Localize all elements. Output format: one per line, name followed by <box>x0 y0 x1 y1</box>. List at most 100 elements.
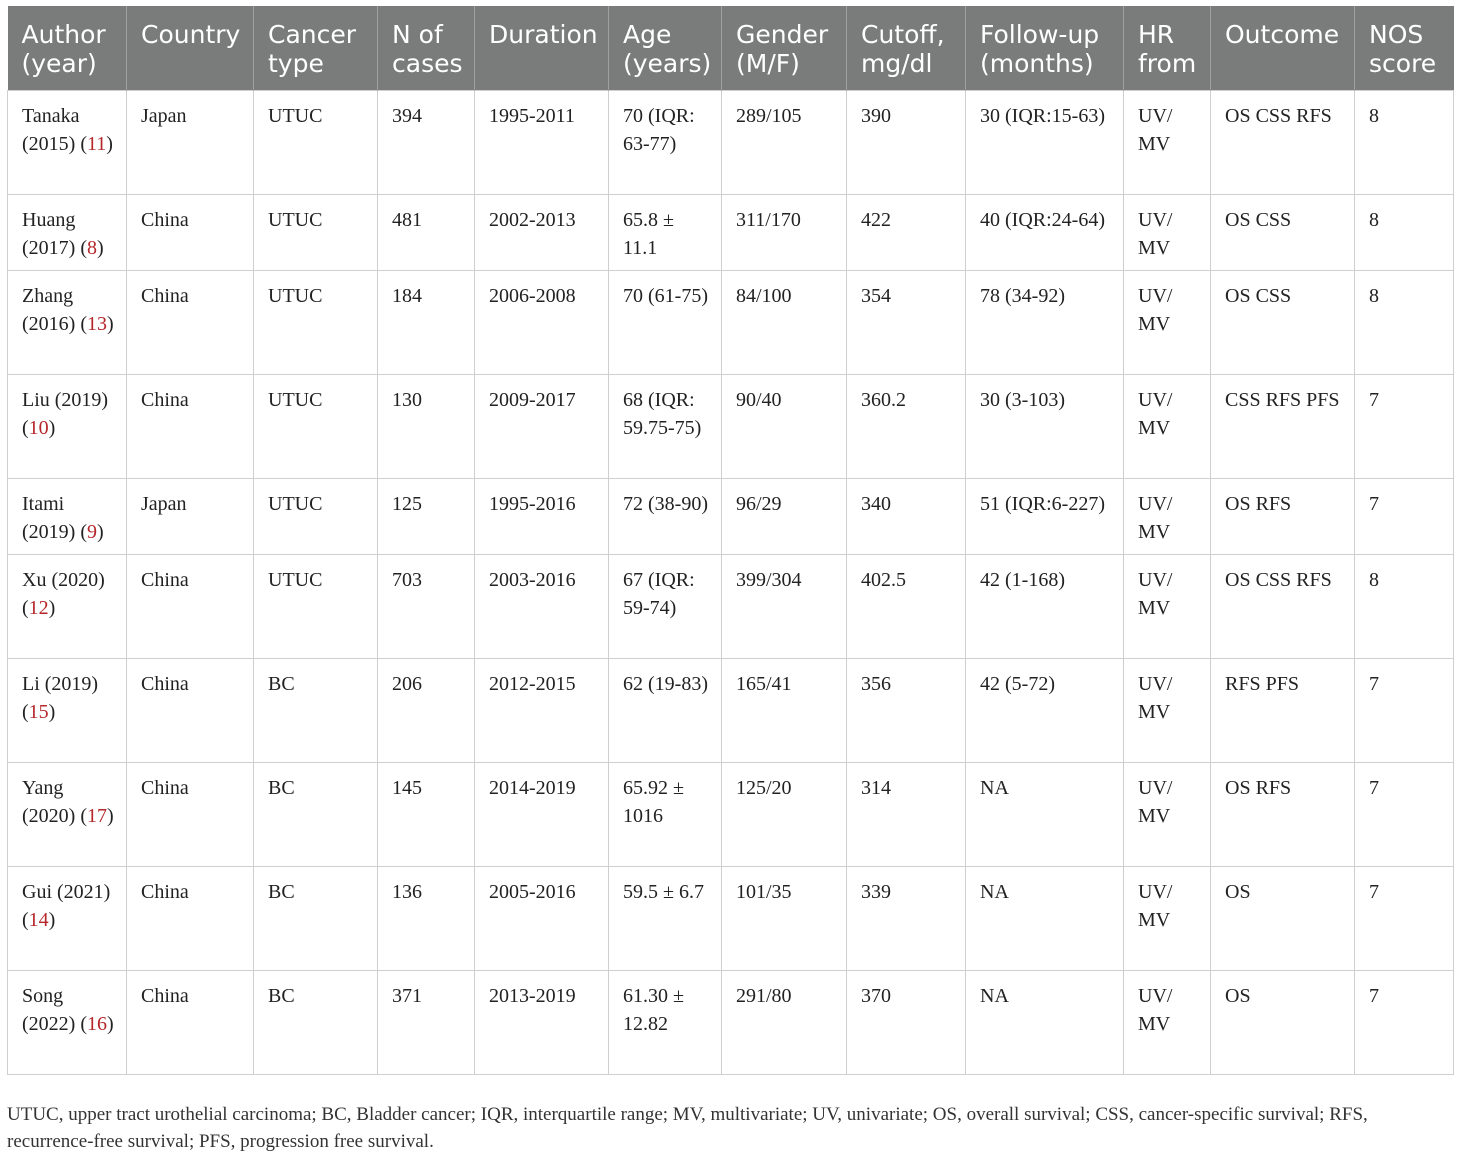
header-follow-up: Follow-up (months) <box>965 6 1124 91</box>
cell-outcome: OS CSS RFS <box>1210 554 1355 659</box>
cell-cancer-type: UTUC <box>253 194 378 271</box>
author-name: Itami (2019) <box>22 493 76 543</box>
header-duration: Duration <box>474 6 609 91</box>
cell-gender: 101/35 <box>721 866 847 971</box>
cell-duration: 2012-2015 <box>474 658 609 763</box>
cell-nos: 8 <box>1354 554 1454 659</box>
cell-follow-up: 30 (IQR:15-63) <box>965 90 1124 195</box>
reference-link[interactable]: 14 <box>28 909 49 931</box>
table-row: Zhang (2016) (13) China UTUC 184 2006-2008 70… <box>7 270 1454 375</box>
cell-age: 59.5 ± 6.7 <box>608 866 722 971</box>
cell-nos: 8 <box>1354 90 1454 195</box>
cell-gender: 399/304 <box>721 554 847 659</box>
author-name: Zhang (2016) <box>22 285 76 335</box>
cell-age: 65.8 ± 11.1 <box>608 194 722 271</box>
cell-author: Zhang (2016) (13) <box>7 270 127 375</box>
cell-author: Liu (2019) (10) <box>7 374 127 479</box>
cell-country: China <box>126 970 254 1075</box>
study-characteristics-table-container: Author (year) Country Cancer type N of c… <box>7 6 1454 1075</box>
cell-n: 130 <box>377 374 475 479</box>
author-name: Li (2019) <box>22 673 99 695</box>
cell-cancer-type: UTUC <box>253 554 378 659</box>
author-name: Song (2022) <box>22 985 76 1035</box>
cell-follow-up: 42 (5-72) <box>965 658 1124 763</box>
cell-gender: 125/20 <box>721 762 847 867</box>
header-cutoff: Cutoff, mg/dl <box>846 6 966 91</box>
cell-duration: 2013-2019 <box>474 970 609 1075</box>
cell-country: Japan <box>126 90 254 195</box>
cell-nos: 7 <box>1354 866 1454 971</box>
reference-link[interactable]: 11 <box>87 133 107 155</box>
cell-n: 184 <box>377 270 475 375</box>
reference-link[interactable]: 10 <box>28 417 49 439</box>
cell-hr-from: UV/ MV <box>1123 866 1211 971</box>
reference-link[interactable]: 16 <box>87 1013 107 1035</box>
cell-duration: 2014-2019 <box>474 762 609 867</box>
cell-n: 206 <box>377 658 475 763</box>
header-country: Country <box>126 6 254 91</box>
cell-duration: 1995-2011 <box>474 90 609 195</box>
header-row: Author (year) Country Cancer type N of c… <box>7 6 1454 91</box>
cell-gender: 165/41 <box>721 658 847 763</box>
author-name: Xu (2020) <box>22 569 105 591</box>
reference-link[interactable]: 9 <box>87 521 97 543</box>
cell-outcome: OS CSS <box>1210 194 1355 271</box>
cell-duration: 2002-2013 <box>474 194 609 271</box>
cell-age: 67 (IQR: 59-74) <box>608 554 722 659</box>
reference-link[interactable]: 12 <box>28 597 49 619</box>
cell-age: 62 (19-83) <box>608 658 722 763</box>
cell-hr-from: UV/ MV <box>1123 194 1211 271</box>
cell-cancer-type: BC <box>253 658 378 763</box>
header-age: Age (years) <box>608 6 722 91</box>
cell-hr-from: UV/ MV <box>1123 762 1211 867</box>
cell-country: China <box>126 762 254 867</box>
cell-nos: 7 <box>1354 478 1454 555</box>
cell-n: 136 <box>377 866 475 971</box>
header-outcome: Outcome <box>1210 6 1355 91</box>
cell-hr-from: UV/ MV <box>1123 970 1211 1075</box>
reference-link[interactable]: 13 <box>87 313 107 335</box>
cell-gender: 289/105 <box>721 90 847 195</box>
author-name: Liu (2019) <box>22 389 109 411</box>
cell-duration: 2005-2016 <box>474 866 609 971</box>
reference-link[interactable]: 17 <box>87 805 107 827</box>
cell-outcome: CSS RFS PFS <box>1210 374 1355 479</box>
study-characteristics-table: Author (year) Country Cancer type N of c… <box>7 6 1454 1075</box>
cell-hr-from: UV/ MV <box>1123 90 1211 195</box>
cell-follow-up: 30 (3-103) <box>965 374 1124 479</box>
cell-cutoff: 339 <box>846 866 966 971</box>
cell-age: 61.30 ± 12.82 <box>608 970 722 1075</box>
cell-cutoff: 340 <box>846 478 966 555</box>
cell-gender: 311/170 <box>721 194 847 271</box>
reference-link[interactable]: 8 <box>87 237 97 259</box>
cell-outcome: OS <box>1210 970 1355 1075</box>
cell-follow-up: 78 (34-92) <box>965 270 1124 375</box>
cell-outcome: OS <box>1210 866 1355 971</box>
cell-cutoff: 360.2 <box>846 374 966 479</box>
cell-n: 703 <box>377 554 475 659</box>
cell-nos: 7 <box>1354 762 1454 867</box>
reference-link[interactable]: 15 <box>28 701 49 723</box>
cell-hr-from: UV/ MV <box>1123 478 1211 555</box>
cell-cutoff: 390 <box>846 90 966 195</box>
cell-author: Xu (2020) (12) <box>7 554 127 659</box>
table-row: Xu (2020) (12) China UTUC 703 2003-2016 67 (I… <box>7 554 1454 659</box>
cell-nos: 8 <box>1354 194 1454 271</box>
cell-cancer-type: BC <box>253 866 378 971</box>
cell-hr-from: UV/ MV <box>1123 270 1211 375</box>
cell-cancer-type: BC <box>253 970 378 1075</box>
header-author: Author (year) <box>7 6 127 91</box>
cell-follow-up: 42 (1-168) <box>965 554 1124 659</box>
cell-n: 125 <box>377 478 475 555</box>
cell-cutoff: 314 <box>846 762 966 867</box>
cell-duration: 2003-2016 <box>474 554 609 659</box>
cell-gender: 84/100 <box>721 270 847 375</box>
header-hr-from: HR from <box>1123 6 1211 91</box>
cell-cancer-type: BC <box>253 762 378 867</box>
cell-gender: 90/40 <box>721 374 847 479</box>
cell-outcome: OS RFS <box>1210 762 1355 867</box>
cell-duration: 2006-2008 <box>474 270 609 375</box>
cell-cutoff: 402.5 <box>846 554 966 659</box>
cell-cancer-type: UTUC <box>253 270 378 375</box>
author-name: Yang (2020) <box>22 777 76 827</box>
